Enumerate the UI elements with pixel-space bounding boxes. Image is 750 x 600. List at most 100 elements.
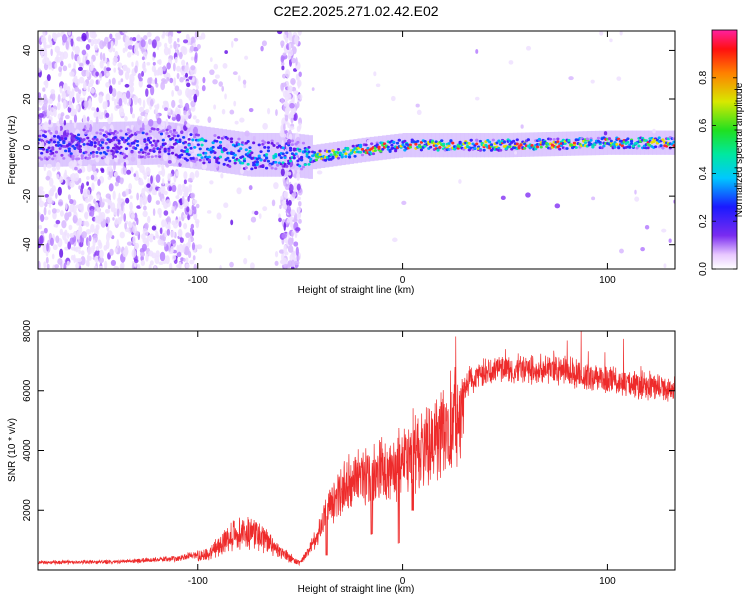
ridge-cell <box>76 137 81 141</box>
noise-blob <box>126 90 131 99</box>
noise-blob <box>148 38 152 45</box>
noise-blob <box>95 116 99 125</box>
ridge-cell <box>93 144 97 148</box>
ridge-cell <box>54 150 59 154</box>
noise-blob <box>158 58 162 66</box>
noise-blob <box>109 154 113 160</box>
noise-blob <box>520 124 524 129</box>
colorbar-tick-label: 0.6 <box>698 118 709 132</box>
noise-blob <box>112 47 116 53</box>
noise-blob <box>64 229 68 236</box>
band-cell <box>464 133 469 158</box>
noise-blob <box>289 35 293 42</box>
snr-x-tick-label: -100 <box>188 576 208 587</box>
noise-blob <box>87 85 91 93</box>
noise-blob <box>56 102 61 111</box>
noise-blob <box>81 147 85 153</box>
noise-blob <box>159 227 163 235</box>
noise-blob <box>291 57 296 64</box>
noise-blob <box>183 179 187 185</box>
ridge-cell <box>242 157 247 161</box>
ridge-cell <box>194 157 199 161</box>
noise-blob <box>139 136 145 146</box>
noise-blob <box>63 262 67 269</box>
noise-blob <box>47 196 53 204</box>
noise-blob <box>148 263 152 269</box>
noise-blob <box>47 209 51 215</box>
noise-blob <box>525 45 532 51</box>
noise-blob <box>209 69 215 76</box>
noise-blob <box>174 122 178 131</box>
noise-blob <box>173 205 177 211</box>
noise-blob <box>287 199 292 206</box>
ridge-cell <box>45 150 49 154</box>
noise-blob <box>191 76 195 83</box>
noise-blob <box>181 59 186 66</box>
noise-blob <box>93 175 98 182</box>
noise-blob <box>159 185 166 194</box>
ridge-cell <box>41 147 46 151</box>
ridge-cell <box>617 137 621 141</box>
ridge-cell <box>395 141 400 145</box>
noise-blob <box>107 41 111 50</box>
ridge-cell <box>607 137 612 140</box>
noise-blob <box>107 230 113 238</box>
noise-blob <box>178 229 182 238</box>
ridge-cell <box>167 152 171 156</box>
ridge-cell <box>170 136 175 140</box>
noise-blob <box>54 45 60 53</box>
noise-blob <box>183 257 186 262</box>
ridge-cell <box>373 149 377 152</box>
noise-blob <box>175 171 179 177</box>
ridge-cell <box>135 143 140 147</box>
noise-blob <box>46 110 49 118</box>
noise-blob <box>86 246 93 255</box>
ridge-cell <box>174 131 178 135</box>
noise-blob <box>133 173 137 178</box>
noise-blob <box>185 232 191 239</box>
noise-blob <box>167 160 172 164</box>
noise-blob <box>280 61 285 66</box>
noise-blob <box>190 100 196 108</box>
noise-blob <box>73 114 78 123</box>
noise-blob <box>133 45 139 56</box>
ridge-cell <box>613 141 617 144</box>
noise-blob <box>280 195 284 200</box>
noise-blob <box>190 89 196 96</box>
noise-blob <box>163 241 167 247</box>
noise-blob <box>95 224 100 231</box>
noise-blob <box>144 222 149 230</box>
ridge-cell <box>137 150 141 154</box>
noise-blob <box>77 204 83 210</box>
ridge-cell <box>288 148 293 152</box>
ridge-cell <box>130 133 134 137</box>
noise-blob <box>179 204 184 210</box>
noise-blob <box>297 206 301 212</box>
ridge-cell <box>211 141 215 145</box>
noise-blob <box>73 78 79 84</box>
ridge-cell <box>148 130 153 133</box>
noise-blob <box>191 242 196 251</box>
noise-blob <box>87 240 91 247</box>
band-cell <box>390 134 395 159</box>
ridge-cell <box>124 139 129 142</box>
noise-blob <box>64 169 67 177</box>
ridge-cell <box>52 154 57 158</box>
colorbar-gradient <box>711 29 738 270</box>
ridge-cell <box>370 142 374 146</box>
ridge-cell <box>488 146 492 150</box>
noise-blob <box>279 204 282 210</box>
noise-blob <box>77 66 83 71</box>
noise-blob <box>590 79 595 84</box>
ridge-cell <box>163 142 167 146</box>
noise-blob <box>65 138 69 146</box>
band-cell <box>124 121 129 166</box>
noise-blob <box>165 255 170 265</box>
noise-blob <box>287 261 291 269</box>
noise-blob <box>76 258 83 263</box>
noise-blob <box>183 171 188 180</box>
ridge-cell <box>644 139 648 143</box>
ridge-cell <box>255 160 259 164</box>
noise-blob <box>138 77 143 82</box>
noise-blob <box>158 187 161 193</box>
